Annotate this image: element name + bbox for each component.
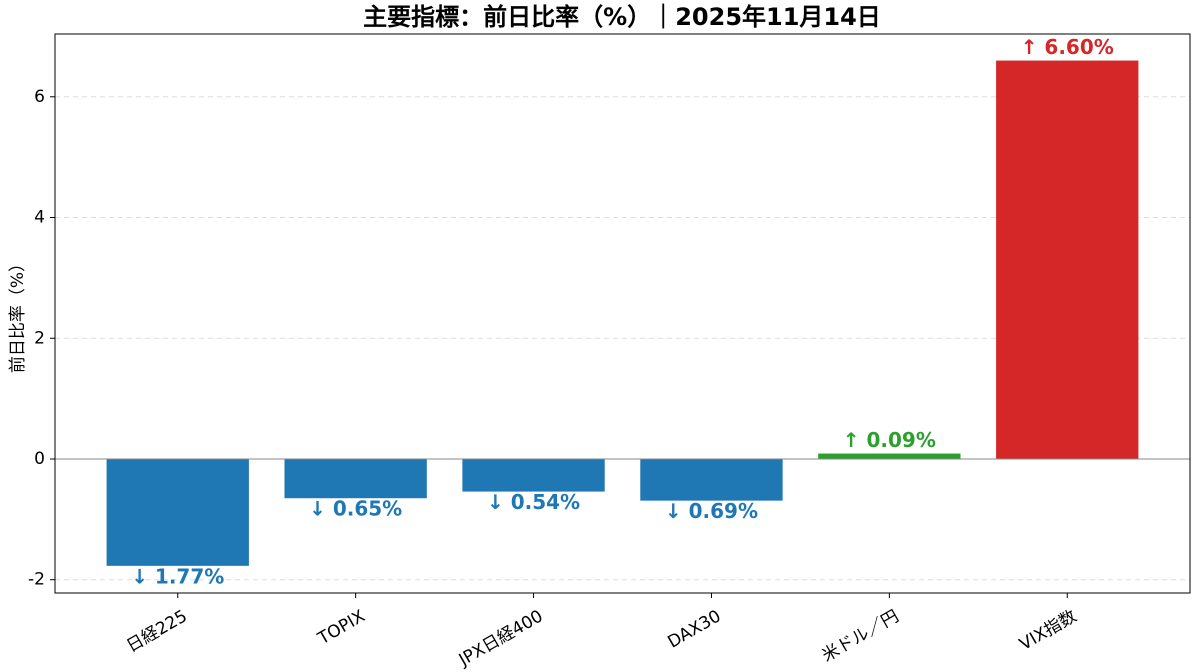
plot-frame	[54, 33, 1191, 594]
x-tick-label: VIX指数	[1016, 606, 1080, 654]
value-label: ↑ 0.09%	[843, 428, 936, 452]
bar	[462, 458, 605, 492]
bar	[640, 458, 783, 501]
bar	[284, 458, 427, 499]
y-tick-label: 6	[34, 87, 45, 107]
bar	[996, 60, 1139, 459]
bar	[818, 453, 961, 459]
x-tick-label: 米ドル／円	[819, 606, 903, 666]
x-tick-label: TOPIX	[314, 606, 369, 649]
y-tick-label: 4	[34, 208, 45, 228]
y-axis-label: 前日比率（%）	[8, 255, 28, 373]
x-tick-label: JPX日経400	[455, 606, 547, 671]
y-tick-label: 0	[34, 449, 45, 469]
x-tick-label: 日経225	[123, 606, 191, 657]
value-label: ↑ 6.60%	[1021, 35, 1114, 59]
chart-title: 主要指標：前日比率（%）｜2025年11月14日	[363, 3, 881, 31]
x-tick-label: DAX30	[664, 606, 724, 652]
y-tick-label: 2	[34, 328, 45, 348]
bar	[106, 458, 249, 566]
value-label: ↓ 0.54%	[487, 490, 580, 514]
value-label: ↓ 0.69%	[665, 499, 758, 523]
y-tick-label: -2	[28, 570, 45, 590]
value-label: ↓ 0.65%	[309, 497, 402, 521]
value-label: ↓ 1.77%	[131, 564, 224, 588]
